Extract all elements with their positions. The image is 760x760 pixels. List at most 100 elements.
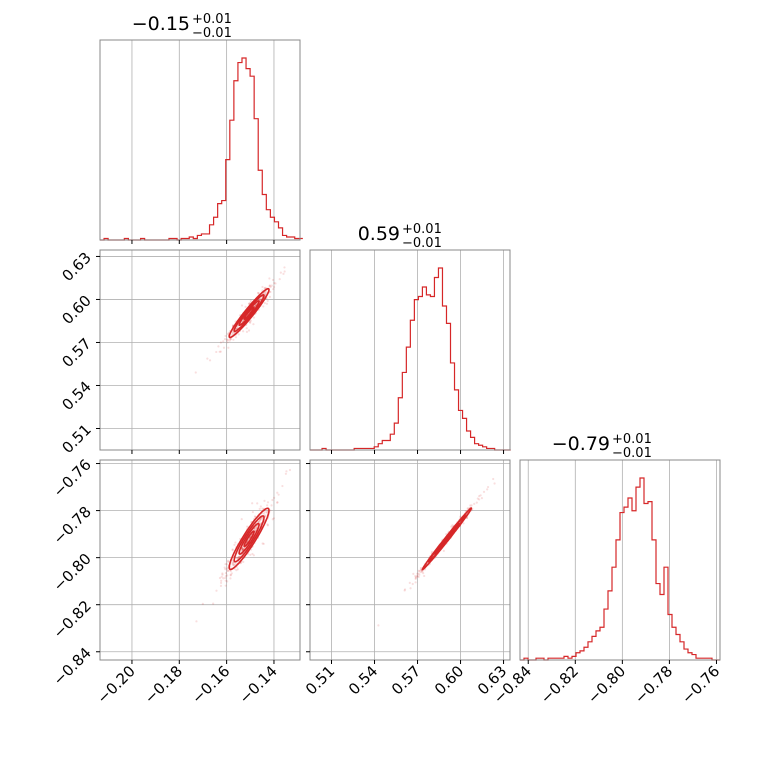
- sample-point: [282, 272, 285, 275]
- sample-point: [417, 569, 421, 572]
- sample-point: [249, 321, 252, 324]
- sample-point: [450, 525, 453, 528]
- sample-point: [224, 575, 227, 578]
- sample-point: [223, 566, 226, 569]
- sample-point: [231, 333, 234, 336]
- sample-point: [241, 547, 244, 550]
- y-tick-label: −0.84: [50, 644, 95, 689]
- sample-point: [206, 357, 209, 360]
- sample-point: [409, 587, 412, 590]
- sample-point: [271, 518, 274, 521]
- sample-point: [408, 581, 411, 584]
- sample-point: [246, 525, 249, 528]
- sample-point: [219, 341, 223, 344]
- sample-point: [270, 504, 273, 507]
- sample-point: [220, 579, 223, 582]
- sample-point: [403, 589, 406, 592]
- param-title-3: −0.79: [552, 433, 610, 455]
- scatter-panel-1: [99, 249, 301, 451]
- sample-point: [268, 295, 272, 298]
- contour-level: [238, 522, 260, 555]
- sample-point: [475, 501, 478, 504]
- sample-point: [237, 333, 240, 336]
- sample-point: [234, 562, 237, 565]
- sample-point: [462, 522, 465, 525]
- sample-point: [256, 502, 259, 505]
- sample-point: [226, 580, 229, 583]
- sample-point: [276, 501, 279, 504]
- sample-point: [201, 602, 204, 605]
- sample-point: [218, 350, 221, 353]
- contour-level: [233, 293, 265, 333]
- sample-point: [252, 323, 255, 326]
- sample-point: [262, 305, 265, 308]
- sample-point: [478, 498, 481, 501]
- sample-point: [229, 574, 232, 577]
- sample-point: [224, 584, 227, 587]
- sample-point: [269, 285, 272, 289]
- sample-point: [414, 577, 417, 580]
- sample-point: [412, 572, 415, 575]
- sample-point: [224, 568, 227, 571]
- sample-point: [226, 569, 229, 572]
- sample-point: [251, 552, 254, 556]
- sample-point: [226, 338, 229, 342]
- sample-point: [253, 527, 257, 530]
- sample-point: [237, 556, 240, 559]
- panel-frame: [99, 459, 301, 661]
- sample-point: [222, 340, 225, 343]
- sample-point: [221, 572, 224, 575]
- param-title-plus: +0.01: [192, 12, 232, 27]
- sample-point: [285, 470, 288, 473]
- sample-point: [218, 576, 222, 580]
- sample-point: [268, 284, 272, 287]
- sample-point: [222, 577, 225, 580]
- sample-point: [233, 563, 236, 567]
- panel-frame: [99, 249, 301, 451]
- sample-point: [419, 571, 422, 574]
- sample-point: [411, 582, 414, 586]
- contour-level: [421, 507, 473, 571]
- sample-point: [283, 266, 286, 269]
- x-tick-label: 0.54: [345, 662, 381, 698]
- sample-point: [266, 524, 270, 527]
- sample-point: [493, 482, 496, 485]
- sample-point: [235, 568, 238, 572]
- sample-point: [276, 491, 279, 494]
- sample-point: [242, 560, 245, 563]
- scatter-panel-2: [99, 459, 301, 661]
- sample-point: [224, 579, 227, 582]
- sample-point: [268, 284, 271, 288]
- sample-point: [263, 302, 267, 305]
- sample-point: [248, 302, 251, 305]
- sample-point: [241, 548, 244, 551]
- sample-point: [419, 567, 423, 570]
- sample-point: [251, 502, 254, 505]
- sample-point: [415, 574, 419, 578]
- scatter-points: [194, 254, 300, 374]
- sample-point: [231, 548, 234, 551]
- sample-point: [469, 504, 472, 507]
- histogram-panel-2: 0.59 +0.01−0.01: [309, 222, 511, 451]
- sample-point: [442, 549, 445, 552]
- sample-point: [417, 575, 420, 578]
- sample-point: [480, 497, 484, 500]
- sample-point: [208, 359, 212, 362]
- sample-point: [259, 519, 262, 522]
- sample-point: [272, 517, 276, 520]
- scatter-panel-3: [309, 459, 511, 661]
- sample-point: [241, 547, 244, 550]
- sample-point: [256, 524, 259, 528]
- sample-point: [261, 285, 264, 289]
- sample-point: [266, 504, 269, 507]
- sample-point: [224, 571, 228, 575]
- sample-point: [274, 282, 277, 285]
- sample-point: [258, 507, 261, 510]
- sample-point: [476, 497, 479, 500]
- sample-point: [259, 518, 263, 521]
- sample-point: [251, 510, 254, 514]
- y-tick-label: 0.54: [58, 378, 94, 414]
- x-tick-label: −0.76: [678, 662, 723, 707]
- sample-point: [254, 528, 257, 531]
